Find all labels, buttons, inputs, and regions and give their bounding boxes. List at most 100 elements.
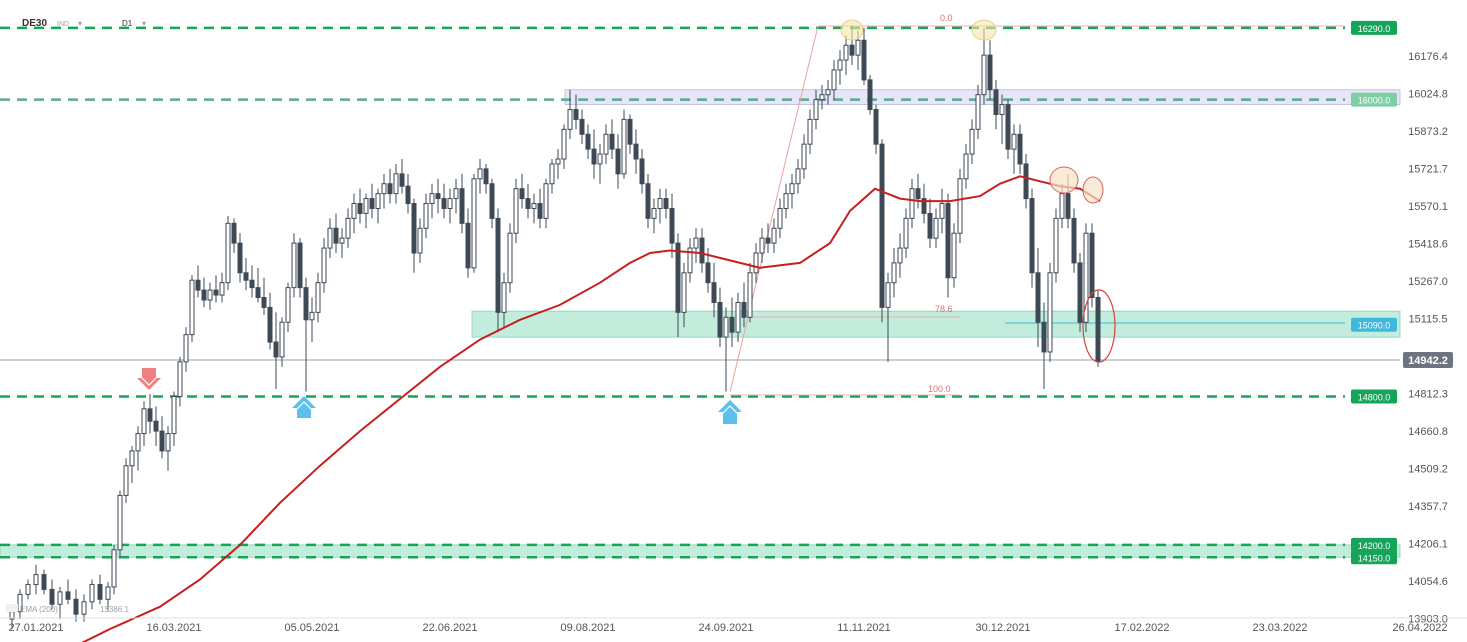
candle[interactable]	[591, 129, 597, 179]
candle[interactable]	[747, 262, 753, 323]
candle[interactable]	[309, 297, 315, 343]
candle[interactable]	[807, 109, 813, 155]
candle[interactable]	[519, 173, 525, 209]
candle[interactable]	[873, 104, 879, 155]
candle[interactable]	[645, 173, 651, 229]
candle[interactable]	[435, 178, 441, 214]
candle[interactable]	[567, 89, 573, 140]
candle[interactable]	[885, 272, 891, 362]
candle[interactable]	[207, 282, 213, 310]
candle[interactable]	[573, 94, 579, 130]
candle[interactable]	[1095, 290, 1101, 367]
candle[interactable]	[141, 401, 147, 446]
candle[interactable]	[111, 544, 117, 595]
candle[interactable]	[477, 159, 483, 194]
candle[interactable]	[981, 27, 987, 105]
candle[interactable]	[711, 262, 717, 318]
candle[interactable]	[627, 114, 633, 155]
candle[interactable]	[423, 193, 429, 239]
candle[interactable]	[987, 40, 993, 100]
candle[interactable]	[993, 79, 999, 130]
candle[interactable]	[1083, 223, 1089, 333]
candle[interactable]	[453, 178, 459, 214]
candle[interactable]	[879, 139, 885, 323]
candle[interactable]	[1053, 208, 1059, 283]
candle[interactable]	[825, 79, 831, 105]
candle[interactable]	[17, 589, 23, 620]
candle[interactable]	[447, 188, 453, 224]
candle[interactable]	[273, 312, 279, 390]
candle[interactable]	[525, 183, 531, 219]
candle[interactable]	[399, 159, 405, 194]
candle[interactable]	[903, 208, 909, 258]
candle[interactable]	[603, 124, 609, 164]
candle[interactable]	[73, 589, 79, 622]
candle[interactable]	[327, 218, 333, 258]
candle[interactable]	[927, 198, 933, 249]
candle[interactable]	[609, 119, 615, 160]
candle[interactable]	[699, 228, 705, 273]
candle[interactable]	[65, 579, 71, 605]
candle[interactable]	[279, 317, 285, 367]
candle[interactable]	[135, 426, 141, 471]
candle[interactable]	[471, 173, 477, 273]
candle[interactable]	[951, 223, 957, 288]
candle[interactable]	[957, 168, 963, 244]
candle[interactable]	[783, 183, 789, 219]
candle[interactable]	[597, 144, 603, 184]
candle[interactable]	[357, 188, 363, 224]
candle[interactable]	[201, 277, 207, 308]
candle[interactable]	[729, 297, 735, 347]
candle[interactable]	[813, 89, 819, 130]
candle[interactable]	[1011, 124, 1017, 174]
candle[interactable]	[249, 265, 255, 298]
candle[interactable]	[483, 163, 489, 194]
indicator-menu-icon[interactable]	[6, 604, 18, 612]
candle[interactable]	[723, 307, 729, 392]
candle[interactable]	[531, 193, 537, 224]
candle[interactable]	[297, 238, 303, 298]
candle[interactable]	[345, 208, 351, 249]
candle[interactable]	[1077, 252, 1083, 333]
candle[interactable]	[657, 188, 663, 224]
candle[interactable]	[33, 564, 39, 595]
candle[interactable]	[333, 213, 339, 253]
candle[interactable]	[237, 233, 243, 283]
candle[interactable]	[735, 292, 741, 343]
candle[interactable]	[771, 218, 777, 253]
candle[interactable]	[171, 391, 177, 446]
candle[interactable]	[1041, 302, 1047, 390]
candle[interactable]	[165, 426, 171, 471]
candle[interactable]	[1035, 248, 1041, 347]
candle[interactable]	[633, 129, 639, 174]
candle[interactable]	[351, 193, 357, 234]
candle[interactable]	[759, 228, 765, 263]
candle[interactable]	[513, 178, 519, 244]
candle[interactable]	[867, 74, 873, 115]
candle[interactable]	[801, 134, 807, 179]
candle[interactable]	[621, 109, 627, 179]
candle[interactable]	[1017, 124, 1023, 174]
candle[interactable]	[909, 178, 915, 229]
candle[interactable]	[393, 163, 399, 204]
candle[interactable]	[213, 275, 219, 303]
candle[interactable]	[315, 272, 321, 323]
fib-trend-line[interactable]	[729, 25, 819, 393]
candle[interactable]	[663, 188, 669, 219]
candle[interactable]	[651, 198, 657, 234]
candle[interactable]	[495, 208, 501, 333]
candle[interactable]	[741, 282, 747, 328]
candle[interactable]	[363, 193, 369, 229]
candle[interactable]	[459, 173, 465, 234]
candle[interactable]	[105, 581, 111, 612]
candle[interactable]	[123, 458, 129, 503]
candle[interactable]	[375, 188, 381, 224]
candle[interactable]	[717, 287, 723, 347]
candle[interactable]	[429, 183, 435, 219]
candle[interactable]	[639, 149, 645, 194]
candle[interactable]	[129, 445, 135, 484]
candle[interactable]	[489, 178, 495, 229]
candle[interactable]	[195, 265, 201, 298]
candle[interactable]	[81, 594, 87, 622]
candle[interactable]	[777, 198, 783, 239]
